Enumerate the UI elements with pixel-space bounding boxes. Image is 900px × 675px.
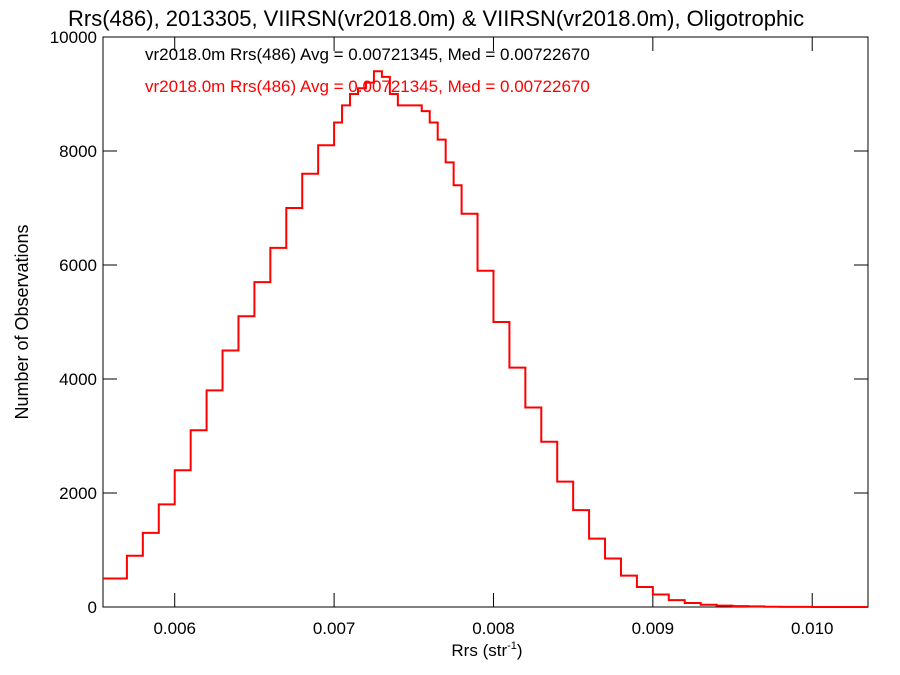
x-tick-label: 0.008 xyxy=(472,619,515,638)
annotation-avg-black: vr2018.0m Rrs(486) Avg = 0.00721345, Med… xyxy=(145,45,590,64)
y-tick-label: 0 xyxy=(88,598,97,617)
y-axis-ticks: 0 2000 4000 6000 8000 10000 xyxy=(50,28,868,617)
annotation-avg-red: vr2018.0m Rrs(486) Avg = 0.00721345, Med… xyxy=(145,77,590,96)
y-tick-label: 8000 xyxy=(59,142,97,161)
x-tick-label: 0.010 xyxy=(791,619,834,638)
x-axis-ticks: 0.006 0.007 0.008 0.009 0.010 xyxy=(153,37,833,638)
x-tick-label: 0.006 xyxy=(153,619,196,638)
x-axis-label-close: ) xyxy=(517,641,523,660)
histogram-series-line xyxy=(103,70,868,608)
series-layer xyxy=(103,70,868,608)
y-axis-label: Number of Observations xyxy=(12,224,32,419)
x-tick-label: 0.007 xyxy=(313,619,356,638)
plot-frame xyxy=(102,36,869,608)
x-axis-label: Rrs (str-1) xyxy=(451,640,522,660)
y-tick-label: 4000 xyxy=(59,370,97,389)
x-axis-label-superscript: -1 xyxy=(507,640,517,652)
chart-title: Rrs(486), 2013305, VIIRSN(vr2018.0m) & V… xyxy=(68,6,804,31)
y-tick-label: 10000 xyxy=(50,28,97,47)
y-tick-label: 2000 xyxy=(59,484,97,503)
x-tick-label: 0.009 xyxy=(632,619,675,638)
y-tick-label: 6000 xyxy=(59,256,97,275)
x-axis-label-main: Rrs (str xyxy=(451,641,507,660)
